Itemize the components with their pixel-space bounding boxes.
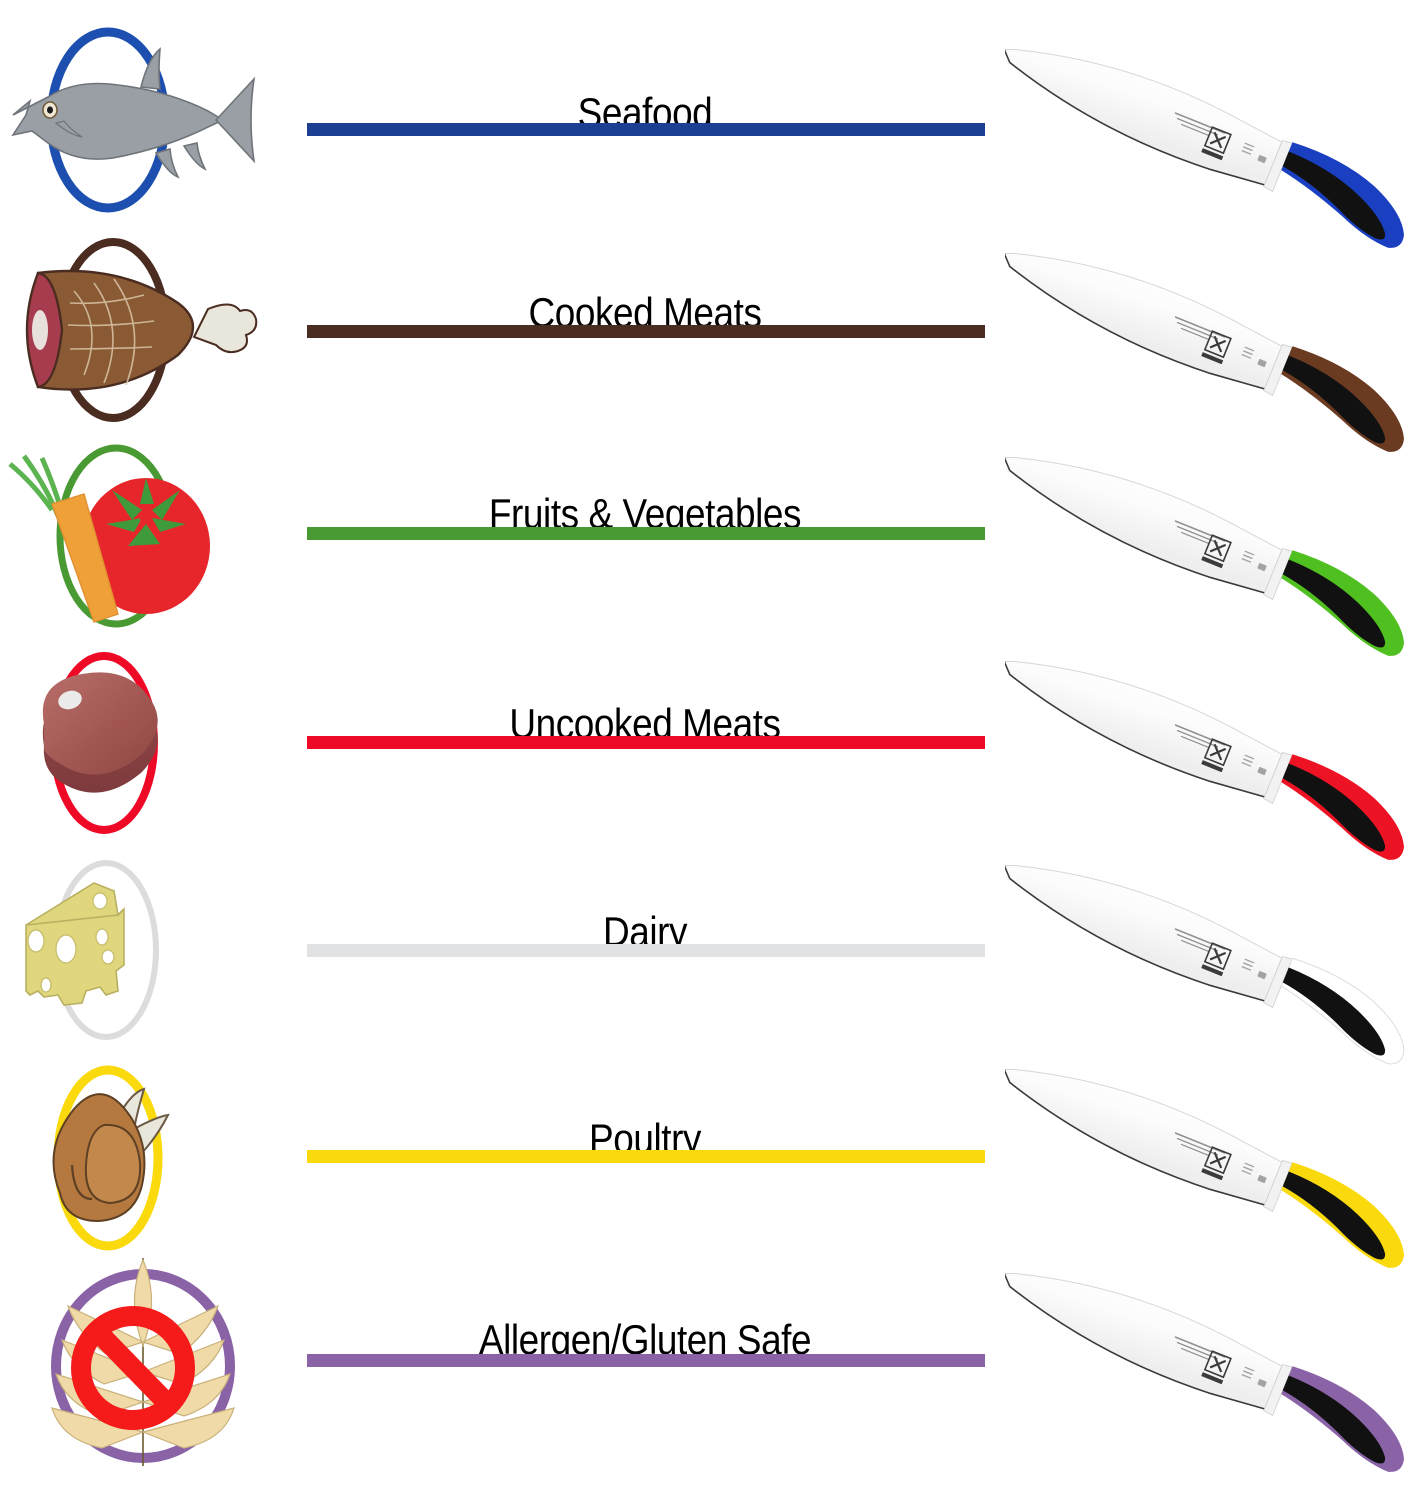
- legend-row-poultry: Poultry: [0, 1053, 1010, 1263]
- legend-bar-uncooked-meats: [307, 736, 985, 749]
- legend-label-cell-cooked-meats: Cooked Meats: [300, 225, 1000, 435]
- knife-purple: [1005, 1247, 1404, 1472]
- legend-label-cell-uncooked-meats: Uncooked Meats: [300, 638, 1000, 848]
- legend-row-fruits-vegetables: Fruits & Vegetables: [0, 428, 1010, 638]
- legend-label-cell-fruits-vegetables: Fruits & Vegetables: [300, 428, 1000, 638]
- legend-bar-dairy: [307, 944, 985, 957]
- knife-set-illustration: [1005, 0, 1423, 1488]
- legend-bar-poultry: [307, 1150, 985, 1163]
- ham-icon: [8, 225, 293, 435]
- produce-icon: [8, 428, 293, 638]
- legend-bar-fruits-vegetables: [307, 527, 985, 540]
- legend-row-seafood: Seafood: [0, 15, 1010, 225]
- legend-bar-seafood: [307, 123, 985, 136]
- legend-label-cell-allergen-gluten-safe: Allergen/Gluten Safe: [300, 1258, 1000, 1468]
- knife-blue: [1005, 23, 1404, 248]
- legend-row-dairy: Dairy: [0, 845, 1010, 1055]
- knife-yellow: [1005, 1043, 1404, 1268]
- legend-label-cell-dairy: Dairy: [300, 845, 1000, 1055]
- legend-row-uncooked-meats: Uncooked Meats: [0, 638, 1010, 848]
- fish-icon: [8, 15, 293, 225]
- turkey-icon: [8, 1053, 293, 1263]
- knife-white: [1005, 839, 1405, 1065]
- cheese-icon: [8, 845, 293, 1055]
- steak-icon: [8, 638, 293, 848]
- knife-red: [1005, 635, 1404, 860]
- legend-row-allergen-gluten-safe: Allergen/Gluten Safe: [0, 1258, 1010, 1468]
- legend-bar-cooked-meats: [307, 325, 985, 338]
- legend-label-cell-poultry: Poultry: [300, 1053, 1000, 1263]
- legend-row-cooked-meats: Cooked Meats: [0, 225, 1010, 435]
- legend-label-cell-seafood: Seafood: [300, 15, 1000, 225]
- knife-green: [1005, 431, 1404, 656]
- legend-bar-allergen-gluten-safe: [307, 1354, 985, 1367]
- no-gluten-icon: [8, 1258, 293, 1468]
- knife-brown: [1005, 227, 1404, 452]
